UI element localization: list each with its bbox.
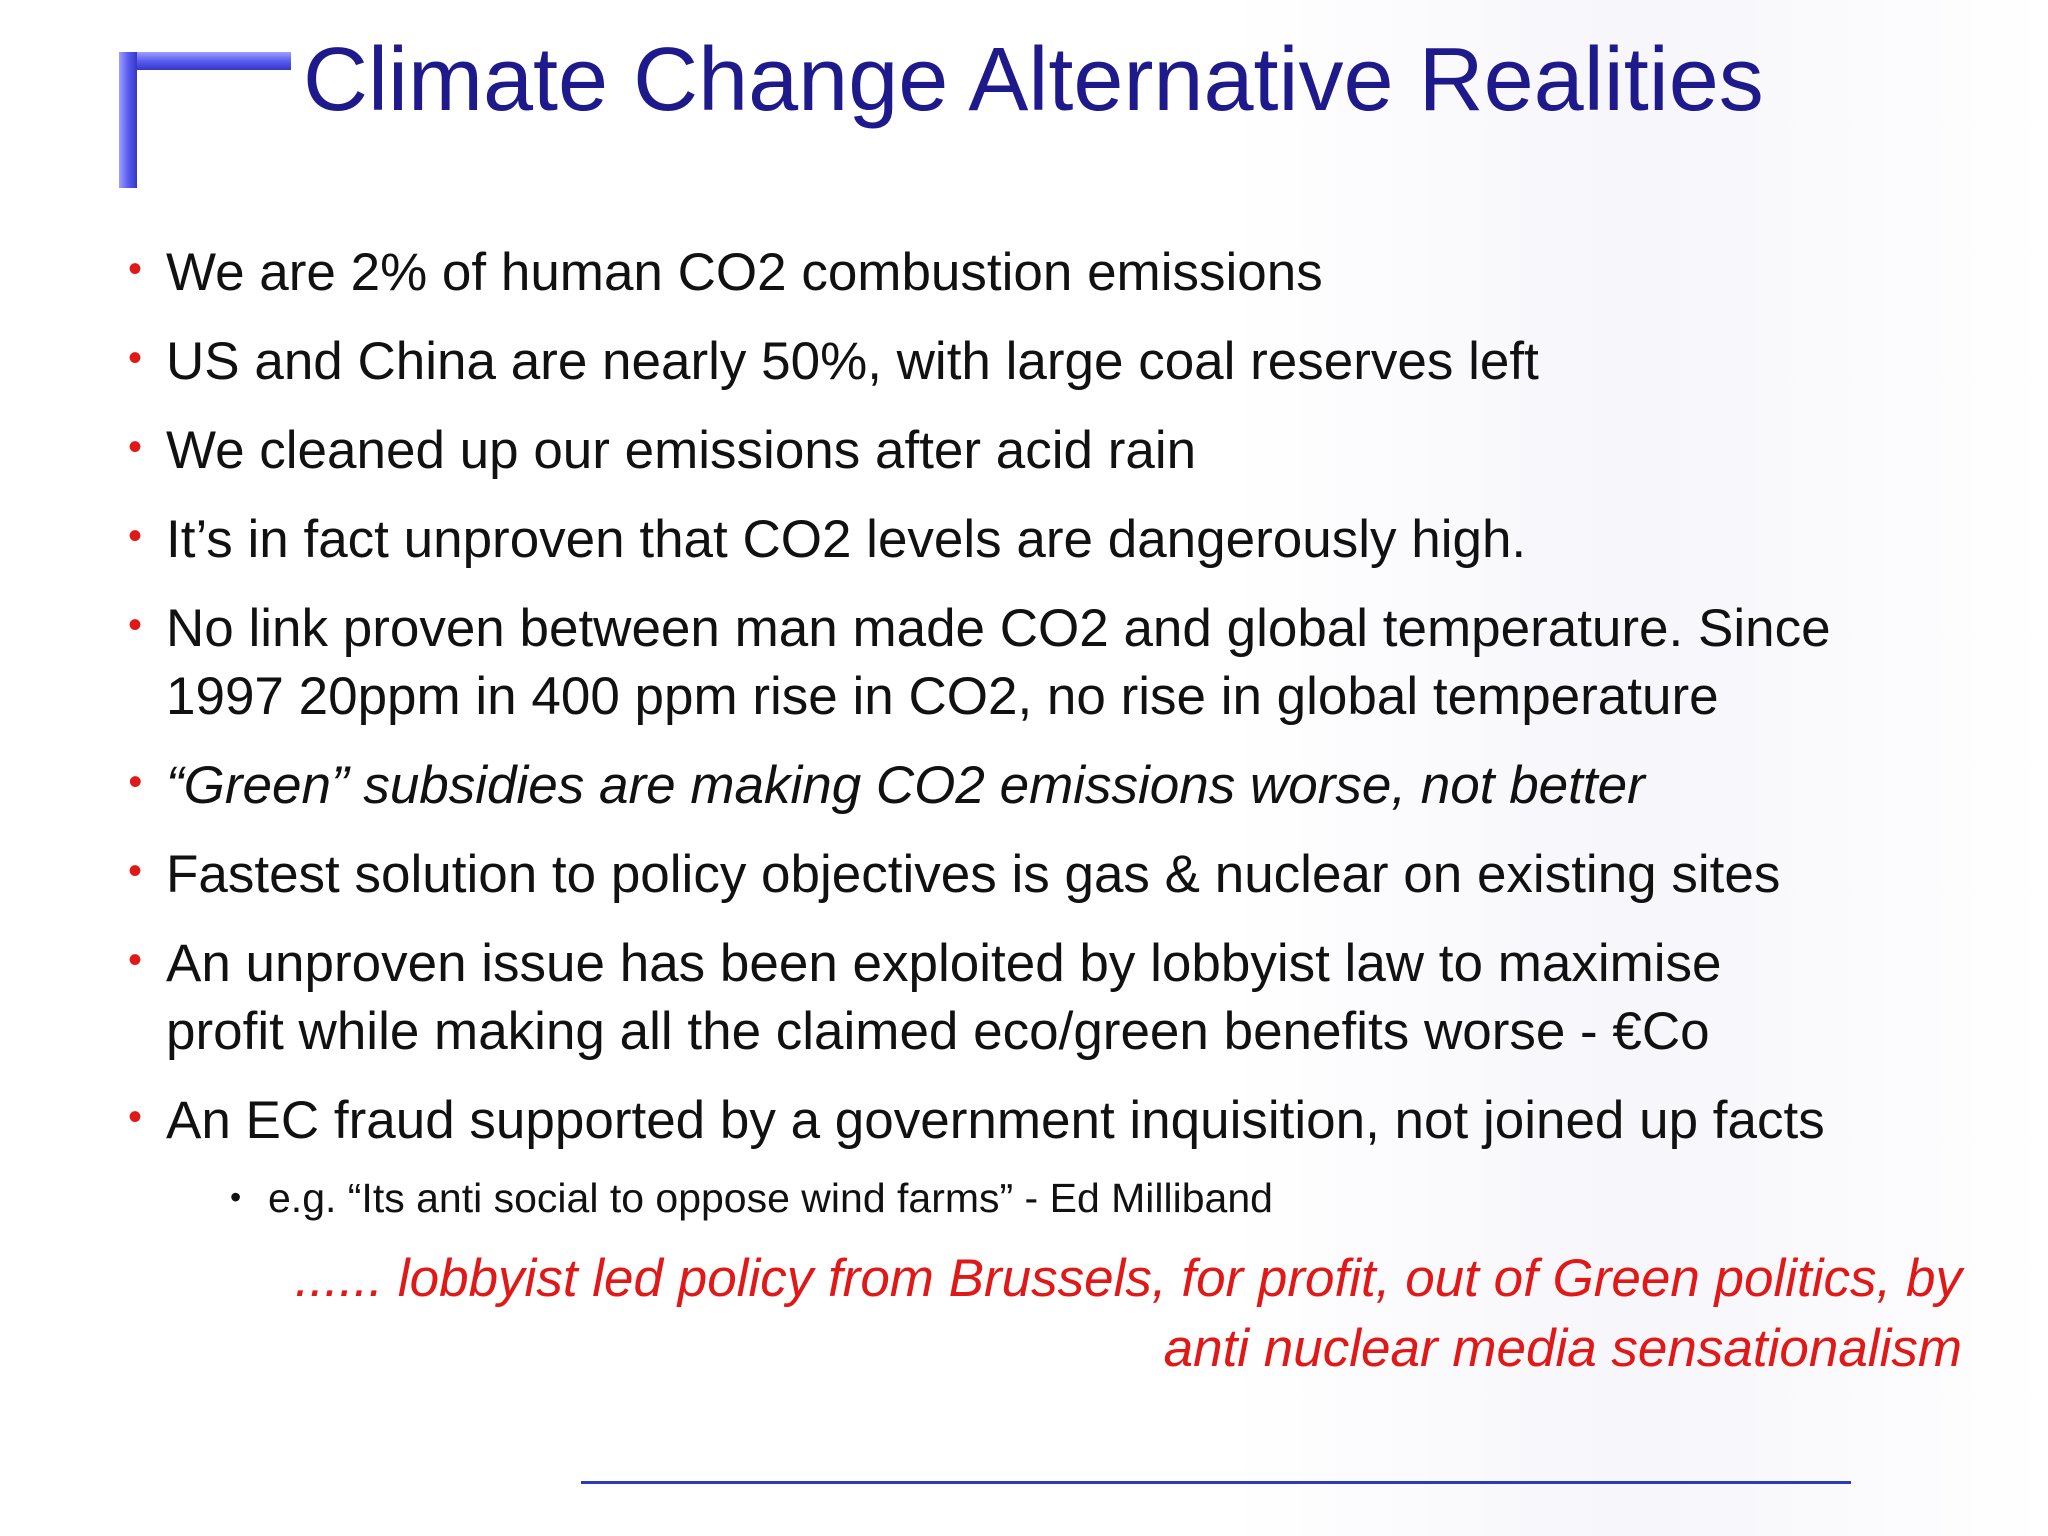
bullet-text: We cleaned up our emissions after acid r… <box>166 421 1197 480</box>
conclusion-statement: ...... lobbyist led policy from Brussels… <box>170 1244 1962 1384</box>
bullet-text: US and China are nearly 50%, with large … <box>166 332 1539 391</box>
sub-bullet-icon: • <box>230 1179 242 1215</box>
sub-bullet-item: • e.g. “Its anti social to oppose wind f… <box>128 1170 2008 1226</box>
bullet-item: • We are 2% of human CO2 combustion emis… <box>128 239 2008 307</box>
bullet-item: • An EC fraud supported by a government … <box>128 1087 2008 1155</box>
bullet-item: • US and China are nearly 50%, with larg… <box>128 328 2008 396</box>
bullet-item: • An unproven issue has been exploited b… <box>128 930 2008 1066</box>
footer-divider <box>581 1481 1851 1484</box>
bullet-list: • We are 2% of human CO2 combustion emis… <box>128 239 2008 1242</box>
bullet-text: “Green” subsidies are making CO2 emissio… <box>166 756 1645 815</box>
bullet-icon: • <box>128 938 143 982</box>
bullet-icon: • <box>128 1095 143 1139</box>
slide-title: Climate Change Alternative Realities <box>303 30 1764 130</box>
bullet-text-line-1: No link proven between man made CO2 and … <box>166 599 1831 658</box>
conclusion-line-2: anti nuclear media sensationalism <box>1163 1319 1962 1378</box>
bullet-text: An EC fraud supported by a government in… <box>166 1091 1825 1150</box>
sub-bullet-text: e.g. “Its anti social to oppose wind far… <box>268 1175 1273 1221</box>
bullet-item: • It’s in fact unproven that CO2 levels … <box>128 506 2008 574</box>
bullet-item: • We cleaned up our emissions after acid… <box>128 417 2008 485</box>
conclusion-line-1: ...... lobbyist led policy from Brussels… <box>294 1249 1962 1308</box>
title-corner-bracket-horizontal <box>119 52 291 70</box>
title-corner-bracket-vertical <box>119 52 137 188</box>
bullet-icon: • <box>128 603 143 647</box>
bullet-icon: • <box>128 514 143 558</box>
bullet-text: We are 2% of human CO2 combustion emissi… <box>166 243 1323 302</box>
bullet-item: • “Green” subsidies are making CO2 emiss… <box>128 752 2008 820</box>
bullet-item: • Fastest solution to policy objectives … <box>128 841 2008 909</box>
bullet-text-line-2: 1997 20ppm in 400 ppm rise in CO2, no ri… <box>166 667 1719 726</box>
bullet-icon: • <box>128 247 143 291</box>
bullet-text-line-1: An unproven issue has been exploited by … <box>166 934 1722 993</box>
bullet-item: • No link proven between man made CO2 an… <box>128 595 2008 731</box>
bullet-text: It’s in fact unproven that CO2 levels ar… <box>166 510 1527 569</box>
bullet-text: Fastest solution to policy objectives is… <box>166 845 1781 904</box>
bullet-icon: • <box>128 760 143 804</box>
bullet-text-line-2: profit while making all the claimed eco/… <box>166 1002 1710 1061</box>
bullet-icon: • <box>128 336 143 380</box>
bullet-icon: • <box>128 849 143 893</box>
bullet-icon: • <box>128 425 143 469</box>
